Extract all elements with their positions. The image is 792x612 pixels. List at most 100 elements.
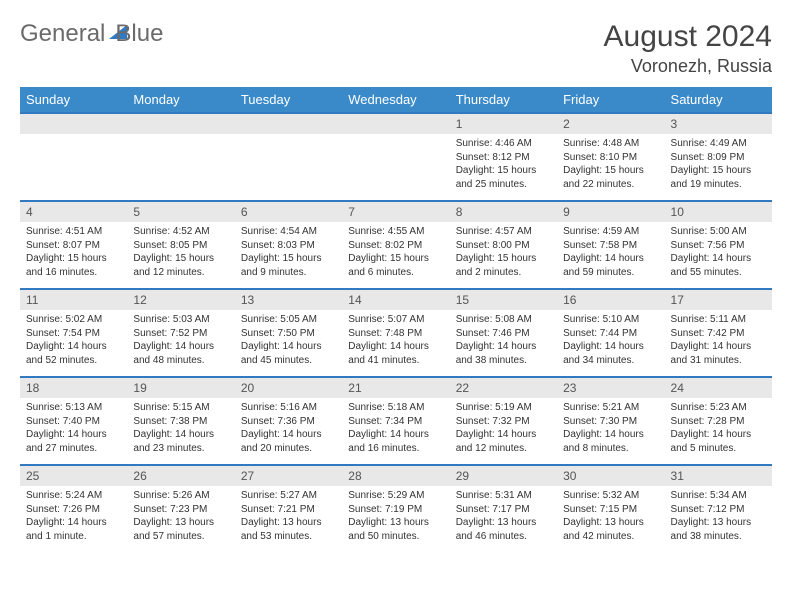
- logo-text-2: Blue: [115, 20, 163, 48]
- calendar-cell: 25Sunrise: 5:24 AMSunset: 7:26 PMDayligh…: [20, 464, 127, 552]
- day-body: Sunrise: 5:27 AMSunset: 7:21 PMDaylight:…: [235, 486, 342, 547]
- day-number: 16: [557, 288, 664, 310]
- sunrise-text: Sunrise: 5:07 AM: [348, 313, 443, 327]
- day-body: [342, 134, 449, 141]
- sunset-text: Sunset: 8:07 PM: [26, 239, 121, 253]
- calendar-body: ....1Sunrise: 4:46 AMSunset: 8:12 PMDayl…: [20, 112, 772, 552]
- day-header: Sunday: [20, 87, 127, 112]
- sunrise-text: Sunrise: 5:02 AM: [26, 313, 121, 327]
- daylight-text: Daylight: 13 hours and 57 minutes.: [133, 516, 228, 543]
- daylight-text: Daylight: 14 hours and 41 minutes.: [348, 340, 443, 367]
- day-body: Sunrise: 5:32 AMSunset: 7:15 PMDaylight:…: [557, 486, 664, 547]
- sunset-text: Sunset: 7:23 PM: [133, 503, 228, 517]
- day-number: 5: [127, 200, 234, 222]
- sunrise-text: Sunrise: 5:03 AM: [133, 313, 228, 327]
- day-number: 25: [20, 464, 127, 486]
- sunset-text: Sunset: 8:05 PM: [133, 239, 228, 253]
- calendar-cell: 31Sunrise: 5:34 AMSunset: 7:12 PMDayligh…: [665, 464, 772, 552]
- sunset-text: Sunset: 7:48 PM: [348, 327, 443, 341]
- calendar-cell: 10Sunrise: 5:00 AMSunset: 7:56 PMDayligh…: [665, 200, 772, 288]
- day-number: 28: [342, 464, 449, 486]
- sunset-text: Sunset: 8:09 PM: [671, 151, 766, 165]
- day-body: Sunrise: 5:23 AMSunset: 7:28 PMDaylight:…: [665, 398, 772, 459]
- day-number: 8: [450, 200, 557, 222]
- day-body: Sunrise: 5:21 AMSunset: 7:30 PMDaylight:…: [557, 398, 664, 459]
- calendar-cell: 6Sunrise: 4:54 AMSunset: 8:03 PMDaylight…: [235, 200, 342, 288]
- calendar-cell: .: [235, 112, 342, 200]
- calendar-week-row: 4Sunrise: 4:51 AMSunset: 8:07 PMDaylight…: [20, 200, 772, 288]
- sunset-text: Sunset: 7:19 PM: [348, 503, 443, 517]
- calendar-cell: 12Sunrise: 5:03 AMSunset: 7:52 PMDayligh…: [127, 288, 234, 376]
- day-header: Friday: [557, 87, 664, 112]
- day-number: .: [342, 112, 449, 134]
- daylight-text: Daylight: 15 hours and 9 minutes.: [241, 252, 336, 279]
- day-body: Sunrise: 5:03 AMSunset: 7:52 PMDaylight:…: [127, 310, 234, 371]
- sunset-text: Sunset: 7:28 PM: [671, 415, 766, 429]
- calendar-cell: 29Sunrise: 5:31 AMSunset: 7:17 PMDayligh…: [450, 464, 557, 552]
- day-number: 10: [665, 200, 772, 222]
- sunset-text: Sunset: 7:30 PM: [563, 415, 658, 429]
- daylight-text: Daylight: 15 hours and 6 minutes.: [348, 252, 443, 279]
- calendar-table: SundayMondayTuesdayWednesdayThursdayFrid…: [20, 87, 772, 552]
- day-body: Sunrise: 5:26 AMSunset: 7:23 PMDaylight:…: [127, 486, 234, 547]
- day-number: 24: [665, 376, 772, 398]
- sunrise-text: Sunrise: 5:32 AM: [563, 489, 658, 503]
- sunset-text: Sunset: 7:50 PM: [241, 327, 336, 341]
- sunset-text: Sunset: 7:42 PM: [671, 327, 766, 341]
- sunset-text: Sunset: 7:54 PM: [26, 327, 121, 341]
- sunrise-text: Sunrise: 4:48 AM: [563, 137, 658, 151]
- calendar-cell: 8Sunrise: 4:57 AMSunset: 8:00 PMDaylight…: [450, 200, 557, 288]
- day-number: .: [20, 112, 127, 134]
- daylight-text: Daylight: 14 hours and 34 minutes.: [563, 340, 658, 367]
- calendar-week-row: 11Sunrise: 5:02 AMSunset: 7:54 PMDayligh…: [20, 288, 772, 376]
- calendar-cell: 2Sunrise: 4:48 AMSunset: 8:10 PMDaylight…: [557, 112, 664, 200]
- calendar-cell: 20Sunrise: 5:16 AMSunset: 7:36 PMDayligh…: [235, 376, 342, 464]
- daylight-text: Daylight: 15 hours and 2 minutes.: [456, 252, 551, 279]
- day-number: 29: [450, 464, 557, 486]
- calendar-cell: 11Sunrise: 5:02 AMSunset: 7:54 PMDayligh…: [20, 288, 127, 376]
- sunrise-text: Sunrise: 5:29 AM: [348, 489, 443, 503]
- sunrise-text: Sunrise: 5:13 AM: [26, 401, 121, 415]
- day-body: Sunrise: 4:46 AMSunset: 8:12 PMDaylight:…: [450, 134, 557, 195]
- calendar-cell: 27Sunrise: 5:27 AMSunset: 7:21 PMDayligh…: [235, 464, 342, 552]
- sunset-text: Sunset: 7:15 PM: [563, 503, 658, 517]
- day-number: 21: [342, 376, 449, 398]
- sunrise-text: Sunrise: 4:46 AM: [456, 137, 551, 151]
- month-title: August 2024: [604, 20, 772, 54]
- sunset-text: Sunset: 8:12 PM: [456, 151, 551, 165]
- sunset-text: Sunset: 7:21 PM: [241, 503, 336, 517]
- title-block: August 2024 Voronezh, Russia: [604, 20, 772, 77]
- calendar-cell: 30Sunrise: 5:32 AMSunset: 7:15 PMDayligh…: [557, 464, 664, 552]
- day-number: 12: [127, 288, 234, 310]
- day-body: Sunrise: 4:48 AMSunset: 8:10 PMDaylight:…: [557, 134, 664, 195]
- daylight-text: Daylight: 13 hours and 50 minutes.: [348, 516, 443, 543]
- sunrise-text: Sunrise: 5:08 AM: [456, 313, 551, 327]
- daylight-text: Daylight: 14 hours and 12 minutes.: [456, 428, 551, 455]
- sunset-text: Sunset: 7:56 PM: [671, 239, 766, 253]
- day-body: Sunrise: 4:59 AMSunset: 7:58 PMDaylight:…: [557, 222, 664, 283]
- sunset-text: Sunset: 7:36 PM: [241, 415, 336, 429]
- daylight-text: Daylight: 14 hours and 23 minutes.: [133, 428, 228, 455]
- day-body: Sunrise: 4:55 AMSunset: 8:02 PMDaylight:…: [342, 222, 449, 283]
- day-body: [127, 134, 234, 141]
- day-header: Tuesday: [235, 87, 342, 112]
- daylight-text: Daylight: 14 hours and 27 minutes.: [26, 428, 121, 455]
- day-body: Sunrise: 5:11 AMSunset: 7:42 PMDaylight:…: [665, 310, 772, 371]
- day-number: 6: [235, 200, 342, 222]
- logo: General Blue: [20, 20, 163, 48]
- calendar-week-row: 18Sunrise: 5:13 AMSunset: 7:40 PMDayligh…: [20, 376, 772, 464]
- day-header: Monday: [127, 87, 234, 112]
- day-number: 26: [127, 464, 234, 486]
- calendar-cell: 14Sunrise: 5:07 AMSunset: 7:48 PMDayligh…: [342, 288, 449, 376]
- sunrise-text: Sunrise: 5:24 AM: [26, 489, 121, 503]
- calendar-cell: 7Sunrise: 4:55 AMSunset: 8:02 PMDaylight…: [342, 200, 449, 288]
- day-number: 18: [20, 376, 127, 398]
- day-body: Sunrise: 4:49 AMSunset: 8:09 PMDaylight:…: [665, 134, 772, 195]
- sunrise-text: Sunrise: 5:31 AM: [456, 489, 551, 503]
- day-number: 1: [450, 112, 557, 134]
- sunrise-text: Sunrise: 5:34 AM: [671, 489, 766, 503]
- daylight-text: Daylight: 14 hours and 1 minute.: [26, 516, 121, 543]
- sunset-text: Sunset: 7:26 PM: [26, 503, 121, 517]
- day-body: Sunrise: 5:24 AMSunset: 7:26 PMDaylight:…: [20, 486, 127, 547]
- sunset-text: Sunset: 7:46 PM: [456, 327, 551, 341]
